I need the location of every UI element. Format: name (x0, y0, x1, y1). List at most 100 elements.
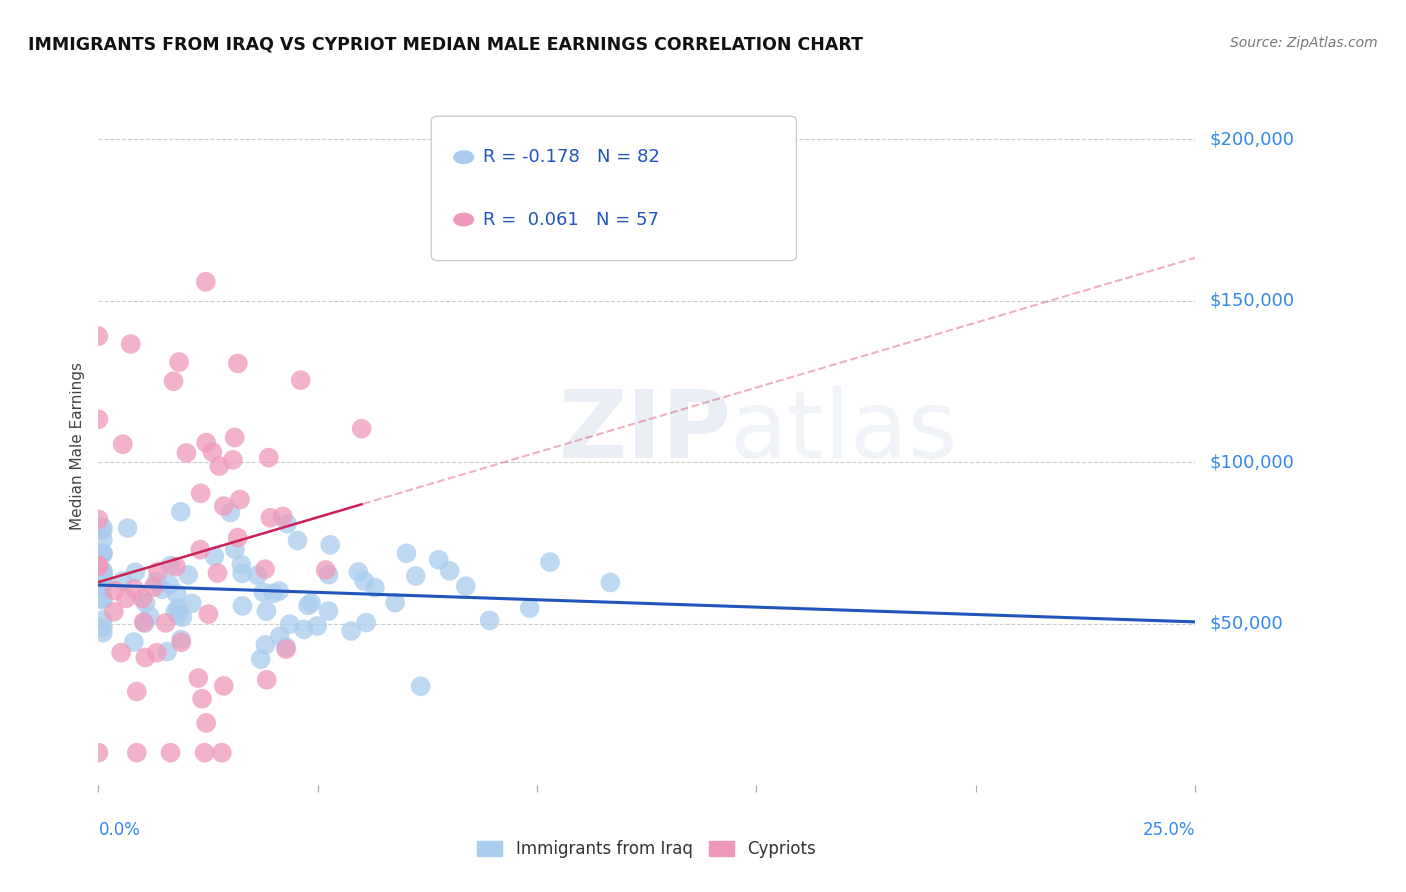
Point (226, 531, 249, 545)
Point (91, 593, 114, 607)
Point (254, 562, 277, 576)
Point (224, 430, 246, 444)
Point (87, 558, 110, 573)
Y-axis label: Median Male Earnings: Median Male Earnings (70, 362, 86, 530)
Point (172, 610, 194, 624)
Point (177, 567, 200, 582)
Point (188, 542, 211, 557)
Point (257, 450, 280, 465)
Point (299, 596, 322, 610)
Point (274, 642, 297, 657)
Point (254, 638, 277, 652)
Legend: Immigrants from Iraq, Cypriots: Immigrants from Iraq, Cypriots (471, 833, 823, 864)
Point (231, 566, 253, 581)
Point (134, 650, 156, 665)
Point (427, 552, 450, 566)
Point (142, 580, 165, 594)
Point (91, 621, 114, 635)
Text: atlas: atlas (728, 386, 957, 478)
Text: $100,000: $100,000 (1209, 453, 1294, 471)
Point (195, 716, 218, 731)
Point (231, 599, 253, 613)
Point (166, 587, 188, 601)
Point (87, 746, 110, 760)
Point (145, 574, 167, 589)
Text: $50,000: $50,000 (1209, 615, 1282, 632)
Point (307, 619, 329, 633)
Point (87, 329, 110, 343)
Point (91, 564, 114, 578)
Point (167, 355, 190, 369)
Point (222, 453, 245, 467)
Point (201, 445, 224, 459)
Point (271, 509, 294, 524)
Point (170, 505, 193, 519)
Text: $150,000: $150,000 (1209, 292, 1295, 310)
Point (170, 635, 193, 649)
Point (103, 605, 125, 619)
Point (111, 437, 134, 451)
Point (395, 546, 418, 560)
Point (91, 568, 114, 582)
Point (405, 569, 427, 583)
Point (91, 547, 114, 561)
Point (115, 591, 138, 606)
Point (134, 616, 156, 631)
Point (91, 570, 114, 584)
Text: 25.0%: 25.0% (1143, 821, 1195, 838)
Point (478, 614, 501, 628)
Point (120, 337, 142, 351)
Point (409, 679, 432, 693)
Point (212, 679, 235, 693)
Point (350, 422, 373, 436)
Point (211, 746, 233, 760)
Point (91, 591, 114, 606)
Point (132, 615, 155, 629)
Point (91, 613, 114, 627)
Point (287, 533, 309, 548)
Point (212, 499, 235, 513)
Point (146, 565, 169, 579)
Point (519, 601, 541, 615)
Point (91, 575, 114, 590)
Point (364, 581, 387, 595)
Point (122, 635, 145, 649)
Point (219, 506, 242, 520)
Point (91, 546, 114, 560)
Point (159, 577, 181, 591)
Point (165, 605, 187, 619)
Text: Source: ZipAtlas.com: Source: ZipAtlas.com (1230, 36, 1378, 50)
Point (103, 583, 125, 598)
Point (254, 604, 277, 618)
Point (170, 632, 193, 647)
Point (292, 623, 315, 637)
Point (224, 542, 246, 557)
Point (276, 516, 298, 531)
Point (246, 568, 269, 582)
Point (134, 596, 156, 610)
Point (87, 412, 110, 426)
Point (318, 567, 340, 582)
Text: R =  0.061   N = 57: R = 0.061 N = 57 (484, 211, 659, 228)
Point (249, 652, 271, 666)
Point (91, 579, 114, 593)
Point (252, 585, 274, 599)
Point (91, 574, 114, 589)
Point (159, 746, 181, 760)
Point (347, 565, 370, 579)
Point (91, 565, 114, 579)
Point (117, 521, 139, 535)
Point (318, 604, 340, 618)
Point (159, 558, 181, 573)
Point (290, 373, 312, 387)
Point (193, 746, 215, 760)
Point (180, 596, 202, 610)
Point (353, 574, 375, 588)
Point (111, 574, 134, 588)
Point (91, 520, 114, 534)
Point (91, 625, 114, 640)
Point (87, 512, 110, 526)
Point (167, 608, 190, 623)
Point (155, 615, 177, 630)
Point (202, 549, 225, 564)
